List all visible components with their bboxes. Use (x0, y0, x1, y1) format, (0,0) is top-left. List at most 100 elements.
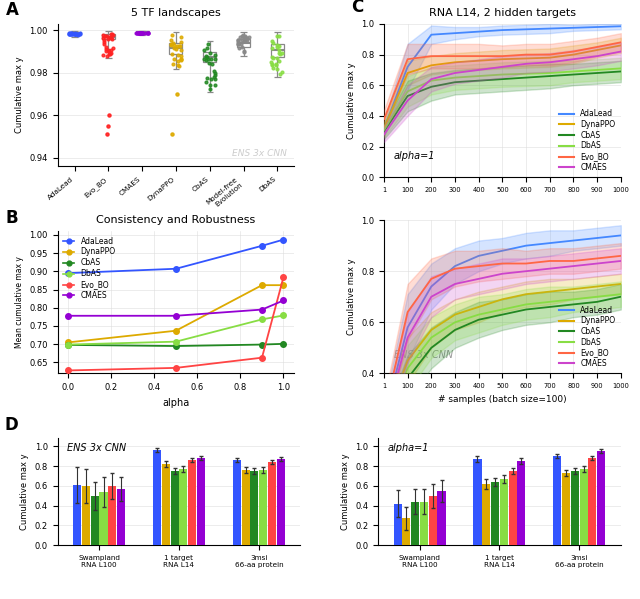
Point (268, 38, 278, 47)
Legend: AdaLead, DynaPPO, CbAS, DbAS, Evo_BO, CMAES: AdaLead, DynaPPO, CbAS, DbAS, Evo_BO, CM… (557, 304, 617, 370)
Bar (99, 492, 108, 545)
Point (174, 41, 184, 51)
Point (143, 28, 153, 38)
Point (266, 57, 276, 66)
Point (70, 29, 81, 39)
Point (201, 77, 211, 87)
Point (175, 52, 186, 61)
Point (64, 29, 74, 39)
Bar (250, 471, 259, 545)
Bar (403, 519, 410, 545)
Bar (82, 486, 90, 545)
Point (268, 37, 278, 46)
Bar (580, 469, 588, 545)
Text: ENS 3x CNN: ENS 3x CNN (232, 149, 287, 158)
Point (137, 28, 147, 38)
Point (136, 28, 146, 38)
Point (175, 41, 185, 51)
Point (244, 32, 255, 41)
Point (237, 42, 247, 52)
Point (168, 38, 178, 48)
Point (104, 110, 115, 120)
Point (275, 49, 285, 59)
Point (239, 46, 249, 56)
Point (70, 29, 80, 38)
Point (132, 28, 143, 38)
Point (274, 41, 284, 51)
Text: B: B (6, 208, 18, 226)
Point (70, 29, 80, 39)
Point (274, 32, 284, 41)
Point (64, 29, 74, 38)
Bar (411, 502, 419, 545)
Bar (204, 52, 216, 62)
Point (65, 29, 75, 39)
Point (268, 63, 278, 72)
Title: Consistency and Robustness: Consistency and Robustness (96, 215, 255, 225)
Point (236, 39, 246, 49)
Point (67, 29, 77, 39)
Y-axis label: Cumulative max y: Cumulative max y (20, 453, 29, 530)
Point (98, 30, 108, 40)
Point (137, 28, 147, 38)
Point (211, 80, 221, 90)
Point (75, 29, 85, 38)
Point (97, 33, 108, 43)
Y-axis label: Cumulative max y: Cumulative max y (340, 453, 349, 530)
Bar (268, 462, 276, 545)
Point (237, 35, 247, 45)
Bar (259, 470, 268, 545)
Point (233, 35, 243, 45)
Point (172, 41, 182, 51)
Point (105, 32, 115, 42)
Point (65, 29, 76, 38)
Point (172, 89, 182, 99)
Point (206, 74, 216, 84)
Point (175, 46, 186, 55)
Bar (197, 458, 205, 545)
Bar (117, 489, 125, 545)
Point (211, 68, 221, 77)
Point (234, 38, 244, 47)
Point (166, 40, 177, 50)
Point (134, 28, 145, 38)
Point (210, 50, 220, 60)
Point (176, 37, 186, 47)
Title: 5 TF landscapes: 5 TF landscapes (131, 8, 221, 17)
Point (173, 61, 184, 71)
Point (236, 31, 246, 41)
Point (200, 56, 211, 65)
Point (173, 50, 183, 59)
Bar (170, 471, 179, 545)
Point (70, 29, 80, 39)
Point (235, 32, 245, 42)
Point (169, 40, 179, 50)
Point (166, 30, 177, 40)
Point (267, 60, 277, 69)
Bar (233, 460, 241, 545)
Point (106, 45, 116, 55)
Point (205, 84, 215, 94)
Point (106, 48, 116, 58)
Bar (474, 459, 481, 545)
Text: ENS 3x CNN: ENS 3x CNN (67, 443, 127, 453)
Point (240, 31, 250, 41)
Point (140, 28, 150, 38)
Point (209, 72, 219, 82)
Point (73, 30, 83, 40)
Bar (588, 458, 596, 545)
Point (142, 28, 152, 38)
Point (209, 66, 219, 76)
Point (233, 35, 243, 44)
Point (166, 49, 177, 59)
Point (75, 29, 85, 38)
Point (101, 44, 111, 53)
Y-axis label: Mean cumulative max y: Mean cumulative max y (15, 256, 24, 348)
Point (101, 47, 111, 56)
Point (99, 35, 109, 45)
Point (135, 28, 145, 38)
Text: alpha=1: alpha=1 (388, 443, 429, 453)
Text: A: A (6, 1, 19, 19)
Point (210, 69, 220, 79)
X-axis label: alpha: alpha (163, 398, 189, 408)
